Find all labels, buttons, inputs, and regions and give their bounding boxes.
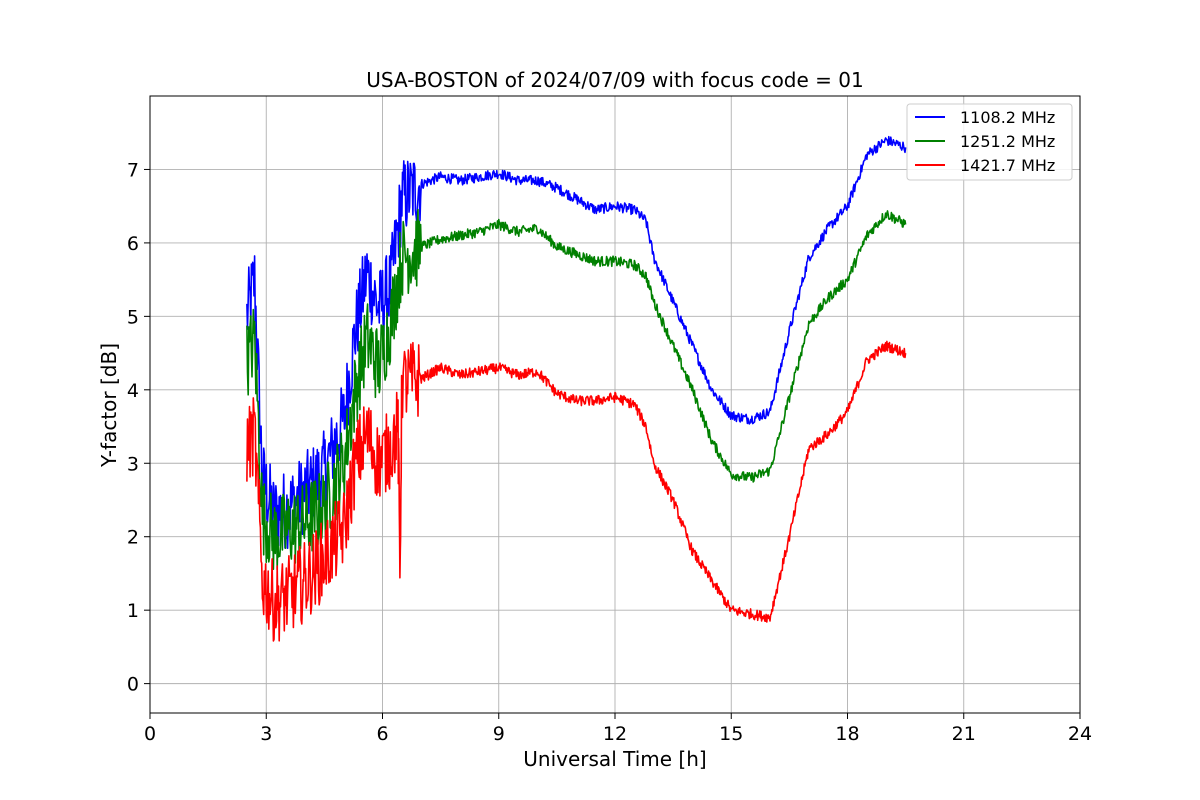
legend-label-1108: 1108.2 MHz bbox=[960, 108, 1055, 127]
legend-box bbox=[906, 103, 1073, 181]
x-tick-label: 15 bbox=[719, 723, 743, 745]
y-tick-label: 5 bbox=[127, 306, 139, 328]
x-tick-label: 12 bbox=[603, 723, 627, 745]
x-tick-label: 24 bbox=[1068, 723, 1092, 745]
y-tick-label: 2 bbox=[127, 527, 139, 549]
chart-title: USA-BOSTON of 2024/07/09 with focus code… bbox=[366, 68, 863, 92]
series-line-0 bbox=[246, 135, 907, 549]
y-tick-label: 6 bbox=[127, 233, 139, 255]
legend-label-1421: 1421.7 MHz bbox=[960, 156, 1055, 175]
y-tick-label: 0 bbox=[127, 674, 139, 696]
x-tick-label: 6 bbox=[376, 723, 388, 745]
x-axis-label: Universal Time [h] bbox=[523, 747, 706, 771]
x-tick-label: 3 bbox=[260, 723, 272, 745]
series-layer bbox=[246, 135, 907, 642]
legend: 1108.2 MHz 1251.2 MHz 1421.7 MHz bbox=[906, 103, 1073, 181]
y-tick-label: 3 bbox=[127, 453, 139, 475]
y-axis-label: Y-factor [dB] bbox=[97, 343, 121, 468]
legend-label-1251: 1251.2 MHz bbox=[960, 132, 1055, 151]
x-tick-label: 18 bbox=[835, 723, 859, 745]
y-tick-label: 1 bbox=[127, 600, 139, 622]
series-line-1 bbox=[246, 208, 907, 571]
x-tick-label: 0 bbox=[144, 723, 156, 745]
series-line-2 bbox=[246, 340, 907, 642]
y-tick-label: 4 bbox=[127, 380, 139, 402]
y-tick-label: 7 bbox=[127, 159, 139, 181]
x-tick-label: 21 bbox=[952, 723, 976, 745]
x-tick-label: 9 bbox=[493, 723, 505, 745]
